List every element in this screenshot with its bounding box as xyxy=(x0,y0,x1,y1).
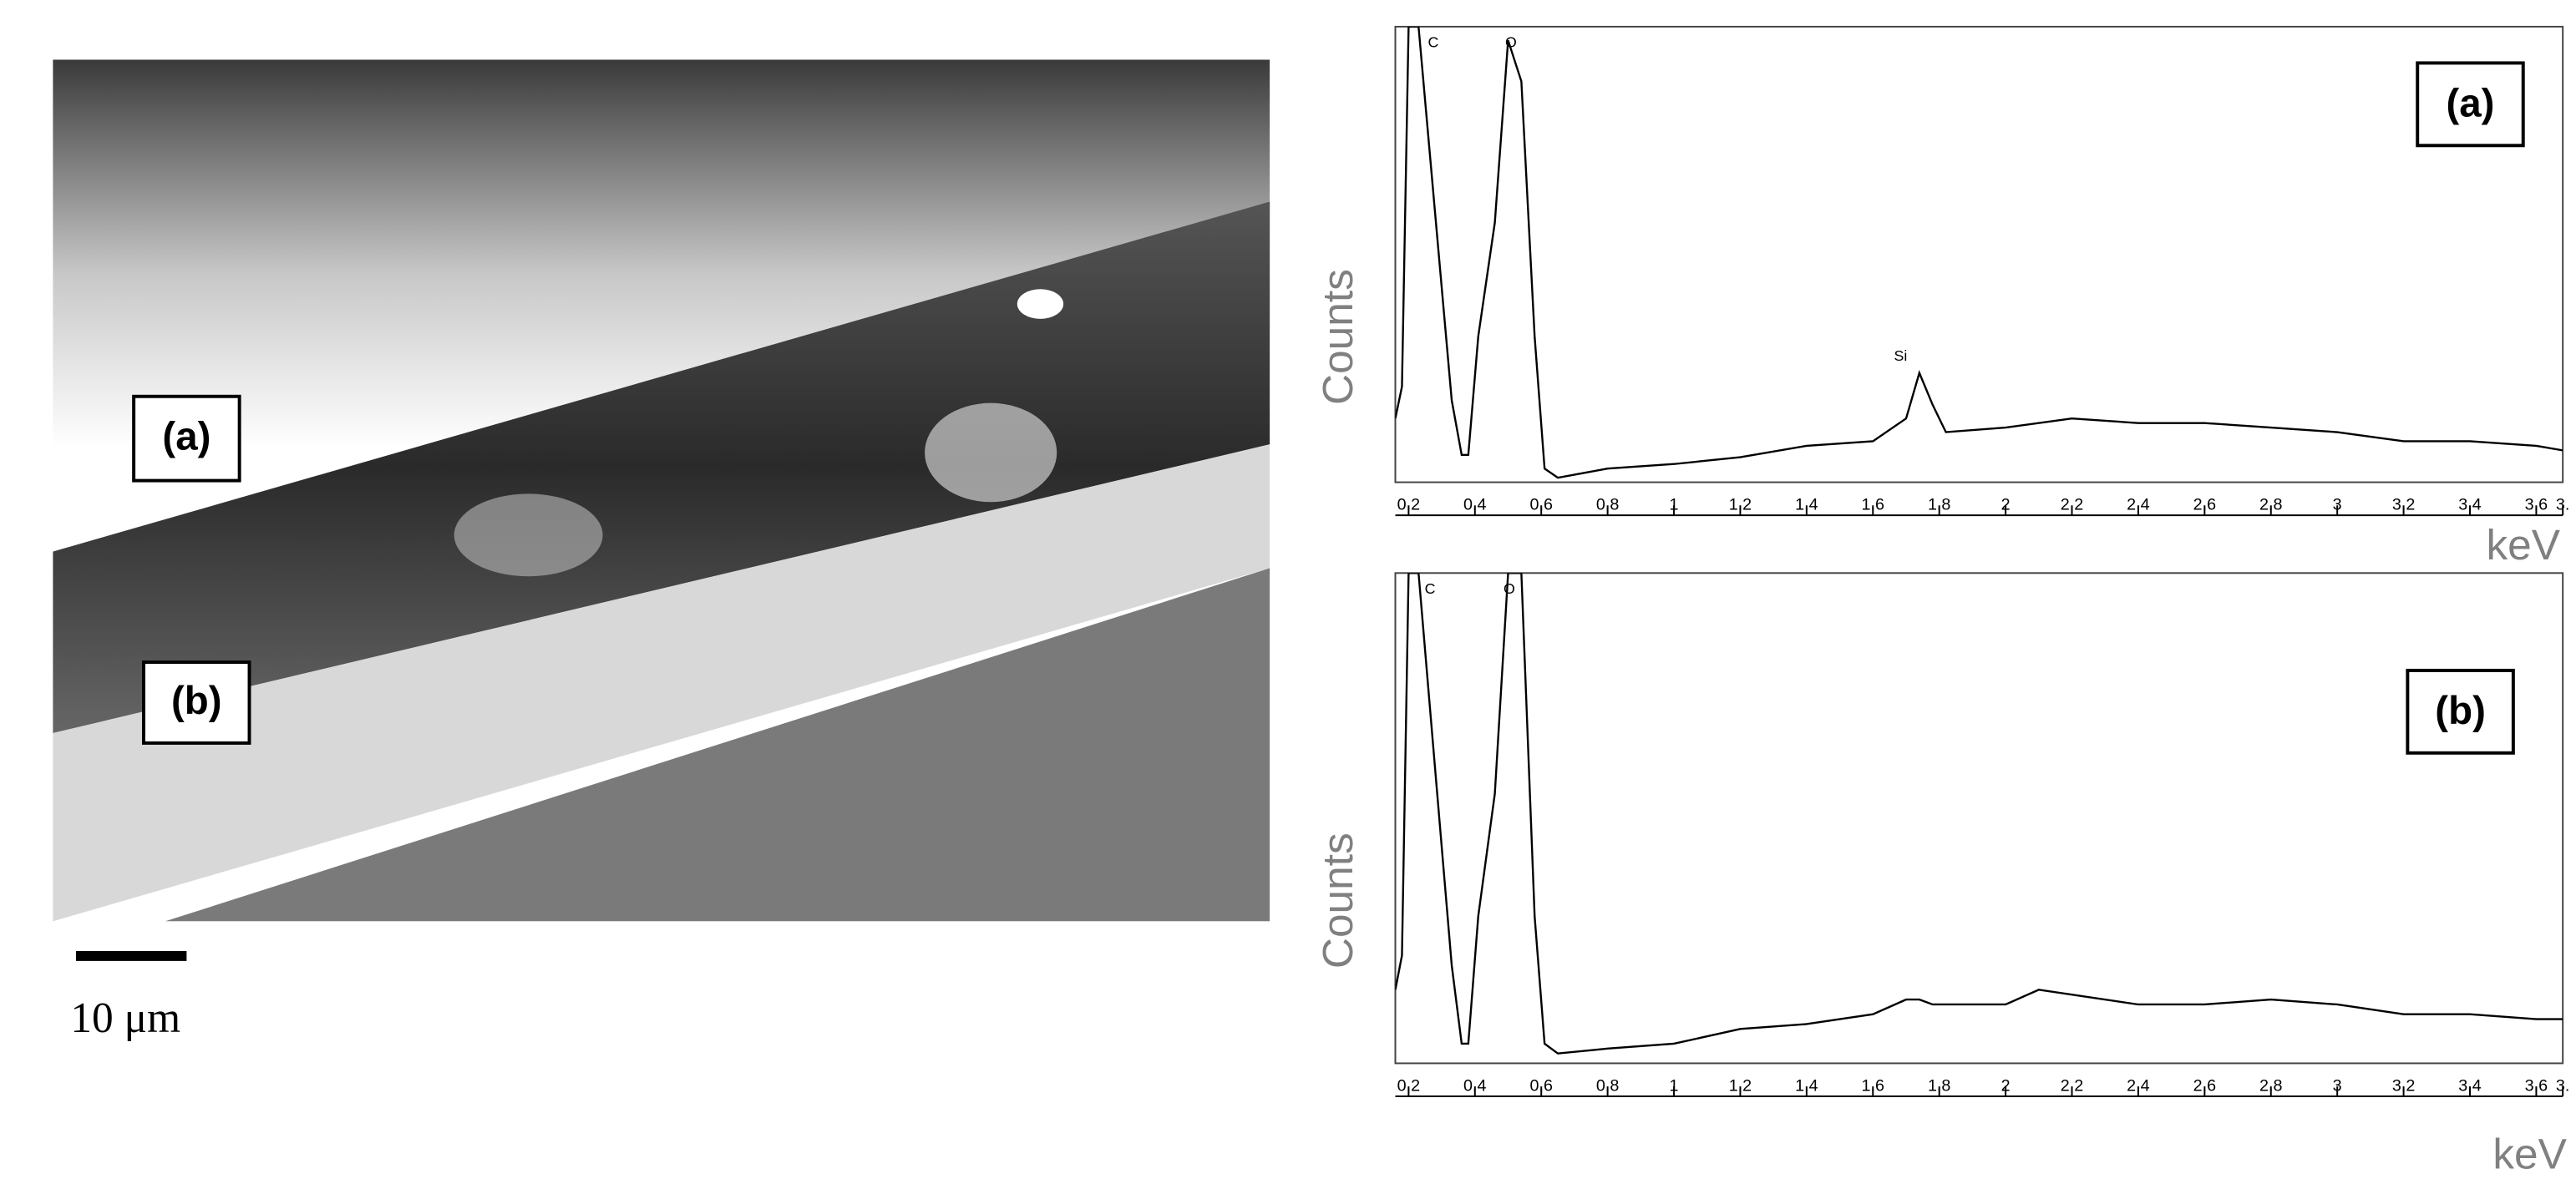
x-tick-label: 3.4 xyxy=(2458,495,2481,514)
spectrum-chart: 0.2 0.4 0.6 0.8 1 1.2 1.4 1.6 1.8 2 2.2 2.4 2.6 2.8 3 3… xyxy=(1313,572,2569,1178)
x-tick-label: 1.4 xyxy=(1795,495,1818,514)
x-tick-label: 0.8 xyxy=(1596,1076,1619,1095)
x-tick-label: 3.2 xyxy=(2392,1076,2415,1095)
x-tick-label: 2 xyxy=(2001,1076,2011,1095)
x-tick-label: 3.6 xyxy=(2525,1076,2548,1095)
y-axis-label: Counts xyxy=(1313,269,1362,405)
x-tick-label: 1.4 xyxy=(1795,1076,1818,1095)
x-tick-label: 0.6 xyxy=(1529,495,1552,514)
x-tick-label: 0.4 xyxy=(1463,1076,1486,1095)
scale-bar xyxy=(75,951,187,961)
x-axis-label: keV xyxy=(2492,1130,2567,1178)
x-tick-label: 3.2 xyxy=(2392,495,2415,514)
x-tick-label: 1.2 xyxy=(1729,1076,1752,1095)
sem-image xyxy=(53,59,1270,922)
x-tick-label: 1.6 xyxy=(1862,1076,1884,1095)
x-tick-label: 1.2 xyxy=(1729,495,1752,514)
label-box xyxy=(132,394,241,483)
x-tick-label: 3. xyxy=(2556,495,2569,514)
chart-label: (b) xyxy=(2435,689,2486,733)
x-tick-label: 0.2 xyxy=(1397,495,1420,514)
image-label: (b) xyxy=(171,679,222,723)
x-tick-label: 2.8 xyxy=(2259,1076,2282,1095)
x-tick-label: 2.8 xyxy=(2259,495,2282,514)
x-tick-label: 3. xyxy=(2556,1076,2569,1095)
chart-label: (a) xyxy=(2446,81,2494,125)
x-tick-label: 0.2 xyxy=(1397,1076,1420,1095)
peak-label: C xyxy=(1428,33,1439,50)
x-axis-label: keV xyxy=(2486,520,2560,569)
plot-frame xyxy=(1394,572,2564,1065)
x-tick-label: 2.2 xyxy=(2061,1076,2083,1095)
peak-label: O xyxy=(1505,33,1517,50)
spectrum-chart: 0.2 0.4 0.6 0.8 1 1.2 1.4 1.6 1.8 2 2.2 2.4 2.6 2.8 3 3… xyxy=(1313,25,2569,569)
x-tick-label: 2 xyxy=(2001,495,2011,514)
x-tick-label: 3 xyxy=(2333,495,2342,514)
x-tick-label: 1.6 xyxy=(1862,495,1884,514)
x-tick-label: 2.4 xyxy=(2127,1076,2149,1095)
peak-label: O xyxy=(1504,580,1515,597)
x-tick-label: 1.8 xyxy=(1928,495,1950,514)
image-label: (a) xyxy=(162,415,210,459)
x-tick-label: 0.6 xyxy=(1529,1076,1552,1095)
x-tick-label: 2.6 xyxy=(2193,1076,2216,1095)
spectrum-line xyxy=(1395,573,2563,1055)
label-box xyxy=(2406,668,2515,755)
x-tick-label: 2.2 xyxy=(2061,495,2083,514)
scale-bar-label: 10 μm xyxy=(70,994,180,1042)
spectrum-line xyxy=(1395,26,2563,479)
plot-frame xyxy=(1394,25,2564,483)
label-box xyxy=(142,660,251,745)
x-tick-label: 1.8 xyxy=(1928,1076,1950,1095)
label-box xyxy=(2416,61,2525,148)
x-tick-label: 1 xyxy=(1670,1076,1679,1095)
x-tick-label: 0.4 xyxy=(1463,495,1486,514)
x-tick-label: 2.4 xyxy=(2127,495,2149,514)
y-axis-label: Counts xyxy=(1313,832,1362,969)
x-tick-label: 3 xyxy=(2333,1076,2342,1095)
peak-label: C xyxy=(1425,580,1436,597)
x-tick-label: 3.4 xyxy=(2458,1076,2481,1095)
x-tick-label: 1 xyxy=(1670,495,1679,514)
x-tick-label: 3.6 xyxy=(2525,495,2548,514)
x-tick-label: 2.6 xyxy=(2193,495,2216,514)
peak-label: Si xyxy=(1894,347,1908,364)
x-tick-label: 0.8 xyxy=(1596,495,1619,514)
